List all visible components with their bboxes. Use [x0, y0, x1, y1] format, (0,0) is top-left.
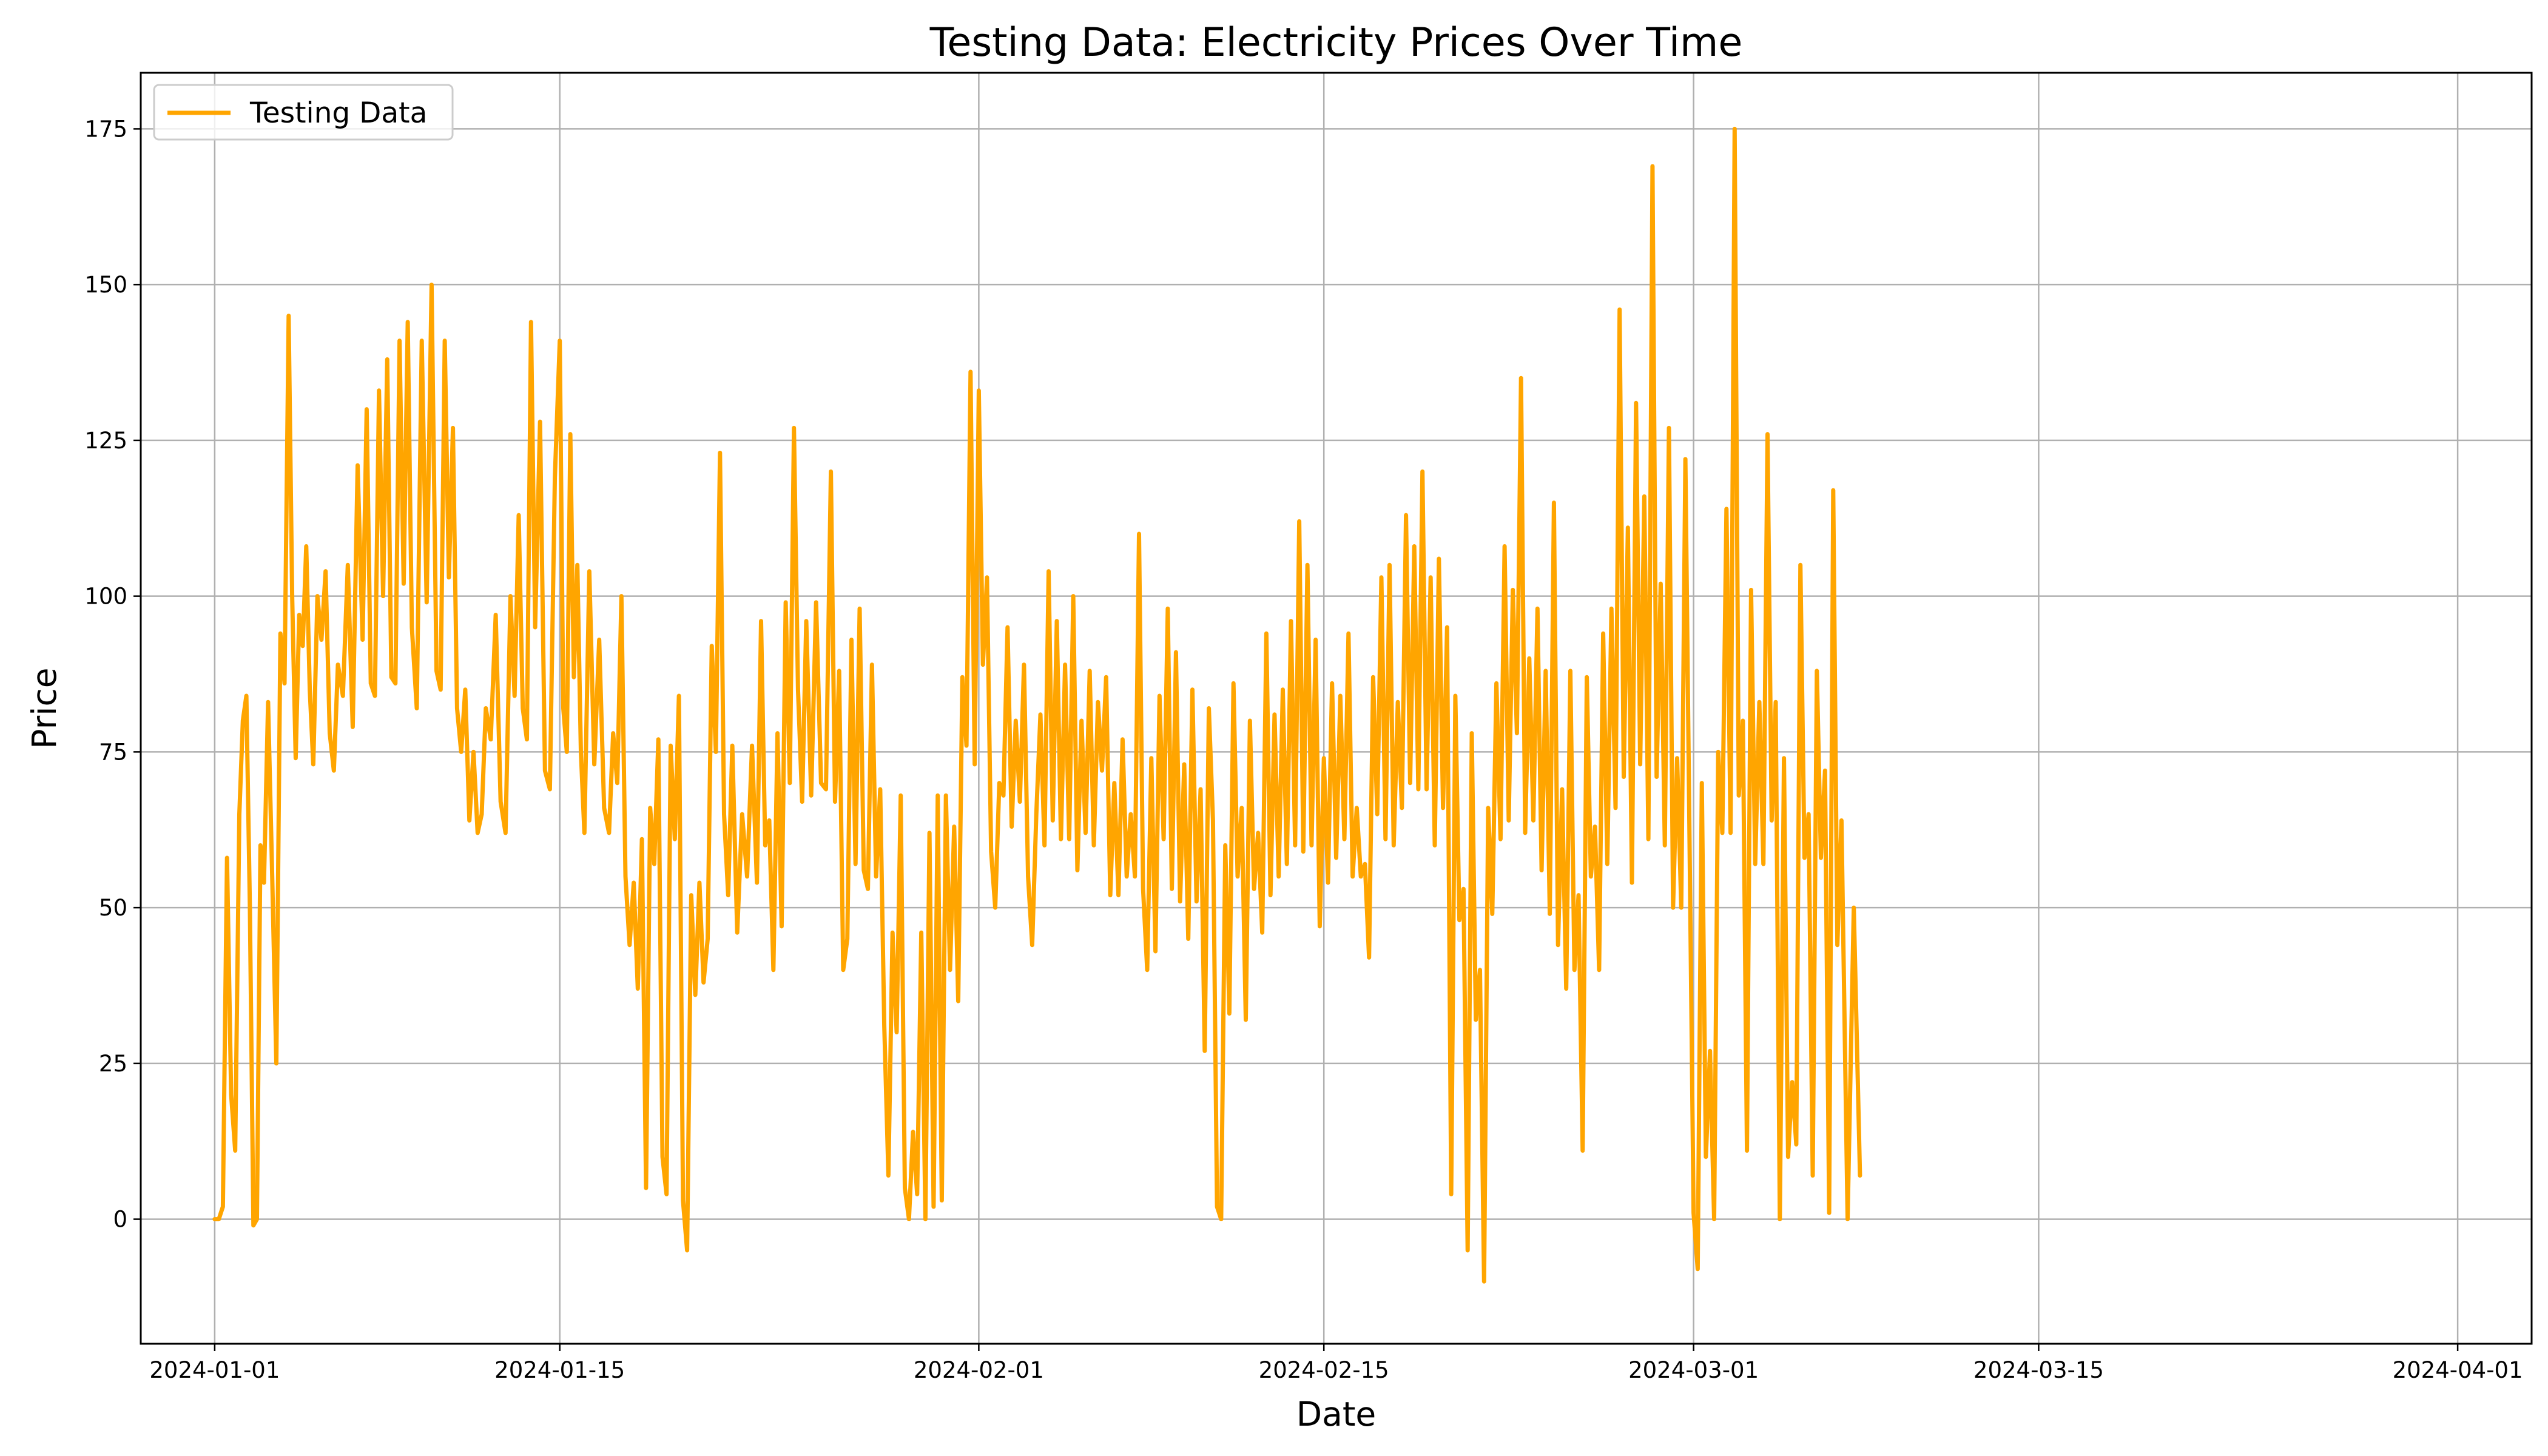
y-tick-label: 25	[99, 1051, 127, 1077]
x-tick-label: 2024-03-15	[1973, 1357, 2104, 1383]
grid-lines	[141, 73, 2532, 1344]
x-tick-label: 2024-01-15	[494, 1357, 625, 1383]
chart-title: Testing Data: Electricity Prices Over Ti…	[929, 20, 1743, 66]
y-tick-label: 125	[84, 428, 127, 454]
legend-label: Testing Data	[249, 96, 427, 130]
y-tick-label: 175	[84, 116, 127, 142]
y-tick-label: 150	[84, 272, 127, 298]
y-tick-label: 50	[99, 895, 127, 921]
x-tick-label: 2024-02-15	[1259, 1357, 1389, 1383]
series-line-0	[212, 126, 1862, 1284]
y-tick-label: 0	[113, 1207, 127, 1233]
series-layer	[212, 126, 1862, 1284]
y-tick-label: 75	[99, 739, 127, 765]
y-tick-label: 100	[84, 584, 127, 610]
y-axis-title: Price	[25, 667, 64, 749]
legend: Testing Data	[153, 84, 454, 141]
legend-box	[153, 84, 454, 141]
x-tick-label: 2024-03-01	[1628, 1357, 1759, 1383]
x-axis-title: Date	[1296, 1395, 1376, 1434]
x-tick-label: 2024-02-01	[914, 1357, 1044, 1383]
x-tick-label: 2024-01-01	[149, 1357, 280, 1383]
x-axis-ticks: 2024-01-01 2024-01-15 2024-02-01 2024-02-15…	[149, 1344, 2523, 1383]
plot-frame	[140, 72, 2533, 1345]
x-tick-label: 2024-04-01	[2393, 1357, 2523, 1383]
y-axis-ticks: 0 25 50 75 100 125 150 175	[84, 116, 141, 1233]
